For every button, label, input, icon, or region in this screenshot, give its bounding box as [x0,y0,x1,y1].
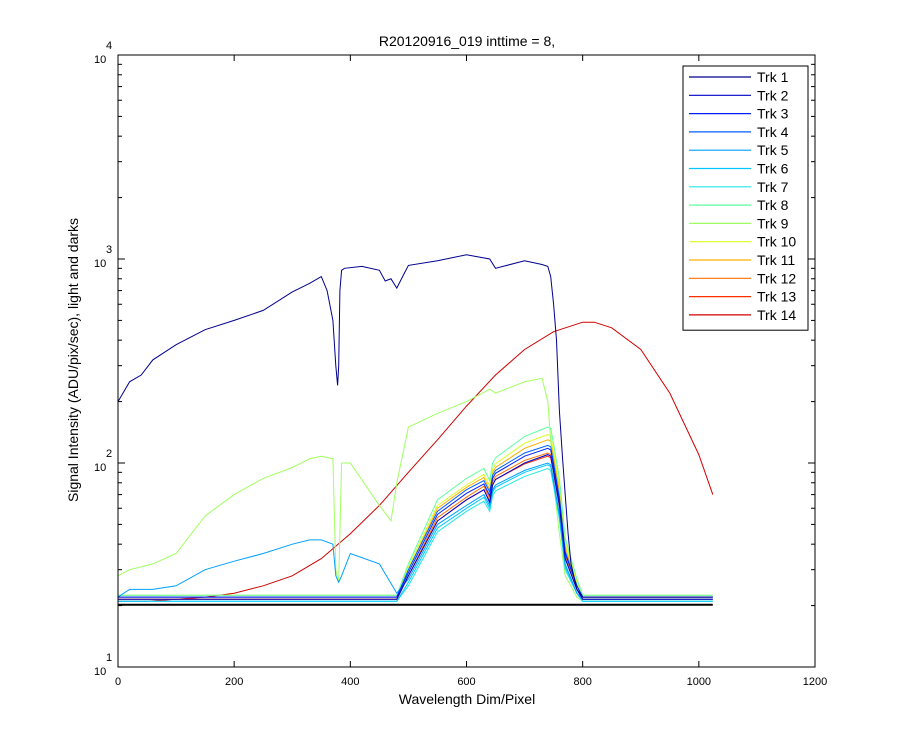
x-tick-label: 200 [225,676,243,688]
x-tick-label: 400 [341,676,359,688]
legend-label-trk-2: Trk 2 [757,87,789,103]
legend-label-trk-6: Trk 6 [757,161,789,177]
chart-title: R20120916_019 inttime = 8, [379,33,555,49]
y-tick-label: 10 [94,666,106,678]
legend-label-trk-3: Trk 3 [757,106,789,122]
x-tick-label: 800 [573,676,591,688]
x-axis-label: Wavelength Dim/Pixel [399,691,535,707]
x-tick-label: 1200 [803,676,827,688]
series-line-trk-9 [117,377,713,602]
y-tick-exponent: 1 [106,652,112,664]
series-line-trk-1 [117,254,713,598]
y-axis-label: Signal Intensity (ADU/pix/sec), light an… [65,218,81,502]
y-tick-exponent: 2 [106,448,112,460]
legend-label-trk-14: Trk 14 [757,307,796,323]
y-tick-label: 10 [94,462,106,474]
y-tick-label: 10 [94,258,106,270]
series-layer [117,254,714,606]
y-tick-label: 10 [94,54,106,66]
legend-label-trk-10: Trk 10 [757,234,796,250]
series-line-trk-14 [118,321,714,602]
legend-label-trk-7: Trk 7 [757,179,789,195]
legend-label-trk-1: Trk 1 [757,69,789,85]
series-line-trk-6 [118,464,713,602]
x-tick-label: 600 [457,676,475,688]
x-tick-label: 1000 [687,676,711,688]
legend-label-trk-8: Trk 8 [757,197,789,213]
legend-label-trk-11: Trk 11 [757,252,795,268]
legend-label-trk-12: Trk 12 [757,270,796,286]
legend-label-trk-5: Trk 5 [757,142,789,158]
legend-label-trk-9: Trk 9 [757,215,789,231]
series-line-trk-5 [117,462,713,600]
legend: Trk 1 Trk 2 Trk 3 Trk 4 Trk 5 Trk 6 Trk 7 Trk 8… [682,65,809,331]
series-line-trk-2 [118,454,713,600]
y-tick-exponent: 4 [106,40,112,52]
legend-label-trk-13: Trk 13 [757,289,796,305]
y-tick-exponent: 3 [106,244,112,256]
x-tick-label: 0 [115,676,121,688]
series-line-trk-8 [118,426,713,596]
legend-label-trk-4: Trk 4 [757,124,789,140]
legend-box [682,65,809,331]
